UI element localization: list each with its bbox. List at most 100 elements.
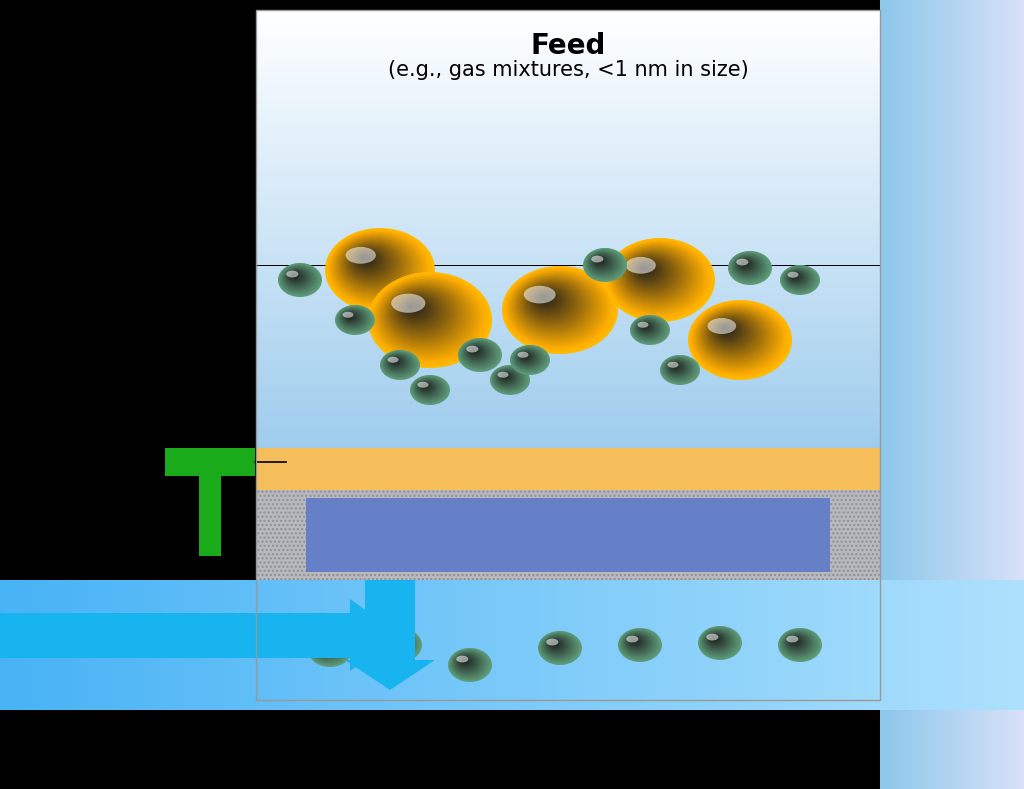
Ellipse shape	[458, 338, 502, 372]
Ellipse shape	[495, 368, 521, 389]
Ellipse shape	[520, 353, 531, 361]
Ellipse shape	[522, 354, 528, 358]
Bar	[768, 580, 773, 710]
Ellipse shape	[288, 271, 303, 282]
Bar	[256, 268, 880, 270]
Ellipse shape	[713, 637, 716, 640]
Ellipse shape	[387, 355, 407, 370]
Ellipse shape	[636, 261, 657, 279]
Bar	[256, 79, 880, 80]
Bar	[256, 122, 880, 124]
Bar	[256, 144, 880, 146]
Ellipse shape	[785, 269, 811, 288]
Bar	[968, 580, 973, 710]
Ellipse shape	[711, 636, 718, 641]
Bar	[374, 580, 379, 710]
Ellipse shape	[334, 234, 419, 300]
Ellipse shape	[671, 364, 679, 369]
Bar	[256, 394, 880, 395]
Ellipse shape	[730, 252, 768, 282]
Ellipse shape	[780, 265, 820, 295]
Bar	[256, 423, 880, 424]
Bar	[256, 242, 880, 244]
Ellipse shape	[534, 290, 559, 309]
Bar	[256, 448, 880, 490]
Bar	[256, 70, 880, 71]
Ellipse shape	[638, 322, 648, 327]
Ellipse shape	[341, 309, 365, 327]
Ellipse shape	[282, 266, 315, 292]
Ellipse shape	[738, 259, 754, 271]
Ellipse shape	[388, 356, 406, 368]
Bar	[256, 256, 880, 258]
Ellipse shape	[741, 262, 746, 265]
Ellipse shape	[416, 380, 439, 397]
Bar	[256, 371, 880, 372]
Bar	[256, 84, 880, 86]
Ellipse shape	[386, 634, 407, 650]
Bar	[118, 580, 123, 710]
Bar	[794, 580, 799, 710]
Ellipse shape	[715, 320, 743, 342]
Ellipse shape	[642, 324, 648, 328]
Ellipse shape	[384, 285, 462, 345]
Ellipse shape	[712, 637, 716, 640]
Ellipse shape	[388, 636, 402, 647]
Ellipse shape	[706, 632, 728, 649]
Ellipse shape	[738, 260, 752, 270]
Ellipse shape	[516, 350, 539, 366]
Ellipse shape	[618, 629, 660, 661]
Bar	[256, 258, 880, 260]
Ellipse shape	[355, 251, 380, 270]
Bar	[256, 435, 880, 436]
Bar	[225, 580, 230, 710]
Ellipse shape	[785, 269, 810, 288]
Ellipse shape	[411, 376, 449, 404]
Ellipse shape	[419, 382, 434, 393]
Ellipse shape	[593, 256, 608, 267]
Ellipse shape	[337, 306, 372, 332]
Bar	[256, 349, 880, 350]
Ellipse shape	[516, 350, 539, 367]
Ellipse shape	[285, 268, 309, 287]
Ellipse shape	[709, 634, 722, 645]
Ellipse shape	[461, 658, 468, 664]
Bar	[942, 580, 947, 710]
Bar	[666, 580, 671, 710]
Ellipse shape	[378, 628, 422, 662]
Ellipse shape	[280, 264, 318, 294]
Ellipse shape	[544, 635, 572, 657]
Bar	[261, 580, 266, 710]
Bar	[256, 302, 880, 304]
Ellipse shape	[632, 259, 665, 284]
Ellipse shape	[449, 649, 492, 682]
Ellipse shape	[548, 639, 563, 651]
Ellipse shape	[724, 327, 726, 329]
Ellipse shape	[699, 309, 770, 363]
Bar	[256, 14, 880, 16]
Ellipse shape	[392, 639, 395, 641]
Bar	[256, 146, 880, 148]
Bar	[256, 41, 880, 42]
Bar	[256, 151, 880, 153]
Bar	[46, 580, 51, 710]
Ellipse shape	[635, 319, 662, 338]
Bar	[256, 12, 880, 13]
Ellipse shape	[628, 635, 645, 649]
Ellipse shape	[468, 346, 483, 357]
Bar	[1014, 580, 1019, 710]
Ellipse shape	[731, 254, 766, 280]
Ellipse shape	[283, 267, 312, 290]
Bar	[256, 354, 880, 356]
Bar	[410, 580, 415, 710]
Bar	[522, 580, 527, 710]
Ellipse shape	[523, 355, 525, 357]
Ellipse shape	[394, 292, 443, 331]
Ellipse shape	[460, 657, 470, 665]
Ellipse shape	[330, 232, 426, 305]
Ellipse shape	[549, 640, 561, 649]
Ellipse shape	[343, 312, 359, 323]
Ellipse shape	[791, 273, 801, 281]
Bar	[625, 580, 630, 710]
Bar	[256, 10, 880, 700]
